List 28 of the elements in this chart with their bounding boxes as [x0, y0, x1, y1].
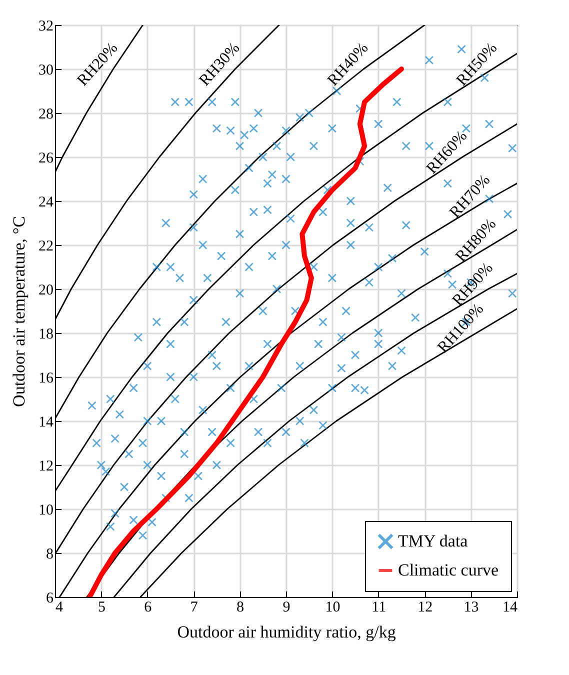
x-tick-label: 7 — [190, 600, 198, 616]
y-tick-label: 8 — [46, 546, 54, 562]
y-tick-label: 28 — [38, 106, 54, 122]
y-tick-label: 18 — [38, 326, 54, 342]
x-tick-label: 13 — [464, 600, 479, 616]
x-tick-label: 4 — [56, 600, 64, 616]
x-tick-label: 6 — [144, 600, 152, 616]
x-tick-label: 14 — [502, 600, 518, 616]
y-tick-label: 32 — [38, 18, 54, 34]
y-axis-title: Outdoor air temperature, °C — [10, 216, 28, 407]
x-tick-label: 8 — [236, 600, 244, 616]
x-tick-label: 9 — [282, 600, 290, 616]
y-tick-label: 30 — [38, 62, 54, 78]
y-tick-label: 14 — [38, 414, 54, 430]
x-tick-label: 5 — [98, 600, 106, 616]
x-axis-title: Outdoor air humidity ratio, g/kg — [177, 622, 396, 642]
y-tick-label: 10 — [38, 502, 54, 518]
y-tick-label: 20 — [38, 282, 54, 298]
y-tick-label: 24 — [38, 194, 54, 210]
y-tick-label: 16 — [38, 370, 54, 386]
x-tick-label: 10 — [325, 600, 340, 616]
y-tick-label: 22 — [38, 238, 54, 254]
x-tick-label: 11 — [372, 600, 386, 616]
x-tick-label: 12 — [418, 600, 433, 616]
legend-label: Climatic curve — [398, 560, 499, 580]
y-tick-label: 26 — [38, 150, 54, 166]
legend-label: TMY data — [398, 532, 468, 550]
y-tick-label: 12 — [38, 458, 54, 474]
